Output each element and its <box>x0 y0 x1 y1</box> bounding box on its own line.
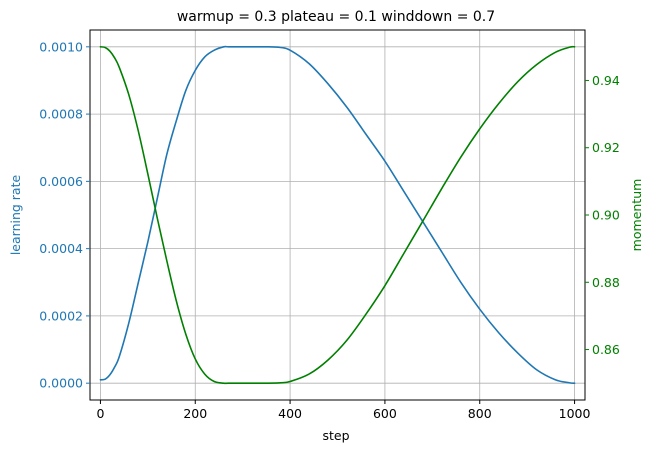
left-y-tick-label: 0.0004 <box>39 241 83 256</box>
right-y-tick-label: 0.90 <box>592 208 620 223</box>
right-y-tick-label: 0.88 <box>592 275 620 290</box>
right-y-axis-label: momentum <box>629 179 644 252</box>
chart-title: warmup = 0.3 plateau = 0.1 winddown = 0.… <box>177 9 495 25</box>
series-layer <box>99 45 576 385</box>
right-y-tick-label: 0.86 <box>592 342 620 357</box>
left-y-tick-label: 0.0000 <box>39 376 83 391</box>
left-y-tick-label: 0.0002 <box>39 308 83 323</box>
x-axis: 0 200 400 600 800 1000 <box>96 400 591 421</box>
left-y-tick-label: 0.0010 <box>39 39 83 54</box>
grid-lines <box>90 30 585 400</box>
left-y-axis-label: learning rate <box>8 175 23 256</box>
left-y-tick-label: 0.0006 <box>39 174 83 189</box>
x-tick-label: 400 <box>278 406 302 421</box>
left-y-tick-label: 0.0008 <box>39 107 83 122</box>
momentum-line <box>99 45 576 385</box>
x-axis-label: step <box>322 428 349 443</box>
x-tick-label: 800 <box>468 406 492 421</box>
right-y-tick-label: 0.92 <box>592 140 620 155</box>
learning-rate-line <box>99 45 576 385</box>
x-tick-label: 0 <box>96 406 104 421</box>
left-y-axis: 0.0000 0.0002 0.0004 0.0006 0.0008 0.0010 <box>39 39 90 391</box>
x-tick-label: 200 <box>183 406 207 421</box>
plot-frame <box>89 29 586 401</box>
x-tick-label: 1000 <box>559 406 591 421</box>
right-y-tick-label: 0.94 <box>592 73 620 88</box>
x-tick-label: 600 <box>373 406 397 421</box>
right-y-axis: 0.86 0.88 0.90 0.92 0.94 <box>585 73 620 357</box>
